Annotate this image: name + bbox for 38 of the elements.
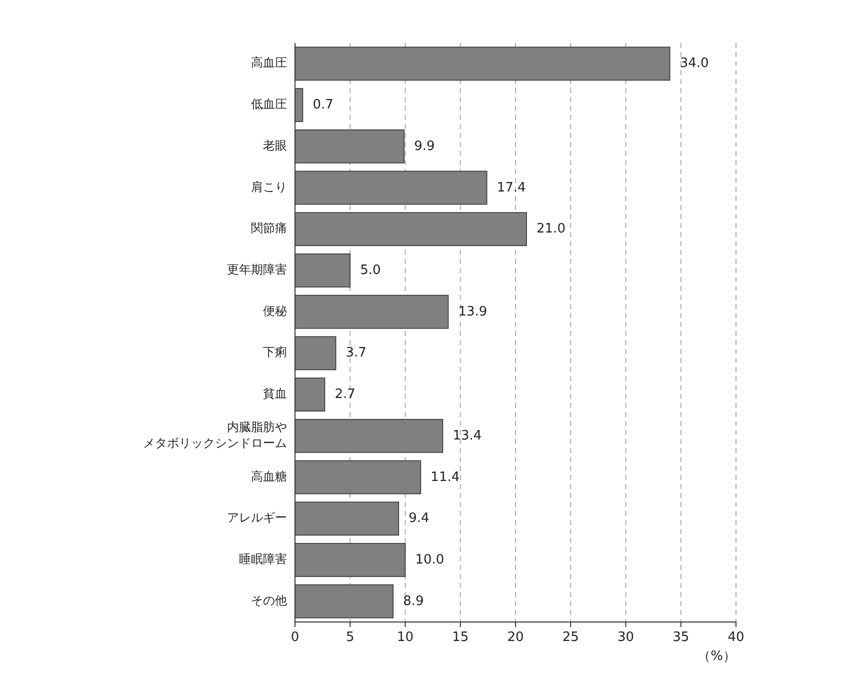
x-axis-title: （%） <box>698 649 736 664</box>
y-tick-label: 肩こり <box>251 180 287 194</box>
data-label: 5.0 <box>360 263 381 278</box>
x-tick-label: 35 <box>672 630 690 645</box>
y-tick-label: 睡眠障害 <box>239 552 287 566</box>
x-tick-label: 5 <box>346 630 354 645</box>
data-label: 3.7 <box>346 346 366 361</box>
x-tick-label: 30 <box>617 630 634 645</box>
data-label: 13.4 <box>452 428 482 444</box>
y-tick-label: 老眼 <box>263 138 287 153</box>
data-label: 0.7 <box>312 98 334 113</box>
y-tick-label: 高血圧 <box>251 56 287 70</box>
y-tick-label: 下痢 <box>263 345 287 360</box>
data-label: 21.0 <box>536 222 566 237</box>
data-label: 2.7 <box>334 387 356 402</box>
data-label: 8.9 <box>403 594 424 609</box>
x-tick-label: 10 <box>396 630 414 645</box>
x-tick-label: 40 <box>728 630 744 645</box>
data-label: 9.9 <box>414 138 435 154</box>
y-tick-label: 貧血 <box>263 386 287 401</box>
y-tick-label: 低血圧 <box>251 97 287 112</box>
x-tick-label: 20 <box>507 630 524 645</box>
x-tick-label: 25 <box>562 630 579 645</box>
y-tick-label: 便秘 <box>263 304 287 318</box>
y-tick-label: その他 <box>251 594 287 608</box>
data-label: 17.4 <box>496 180 526 196</box>
data-label: 10.0 <box>415 552 444 568</box>
y-tick-label: 内臓脂肪やメタボリックシンドローム <box>143 420 287 450</box>
x-tick-label: 0 <box>290 630 300 645</box>
data-label: 11.4 <box>430 470 460 485</box>
data-label: 13.9 <box>458 304 488 320</box>
y-tick-label: アレルギー <box>227 510 287 525</box>
data-label: 9.4 <box>408 511 430 526</box>
x-tick-label: 15 <box>452 630 469 645</box>
y-tick-label: 更年期障害 <box>227 262 287 277</box>
y-tick-label: 関節痛 <box>251 221 287 236</box>
y-tick-label: 高血糖 <box>251 470 287 484</box>
data-label: 34.0 <box>680 56 709 72</box>
